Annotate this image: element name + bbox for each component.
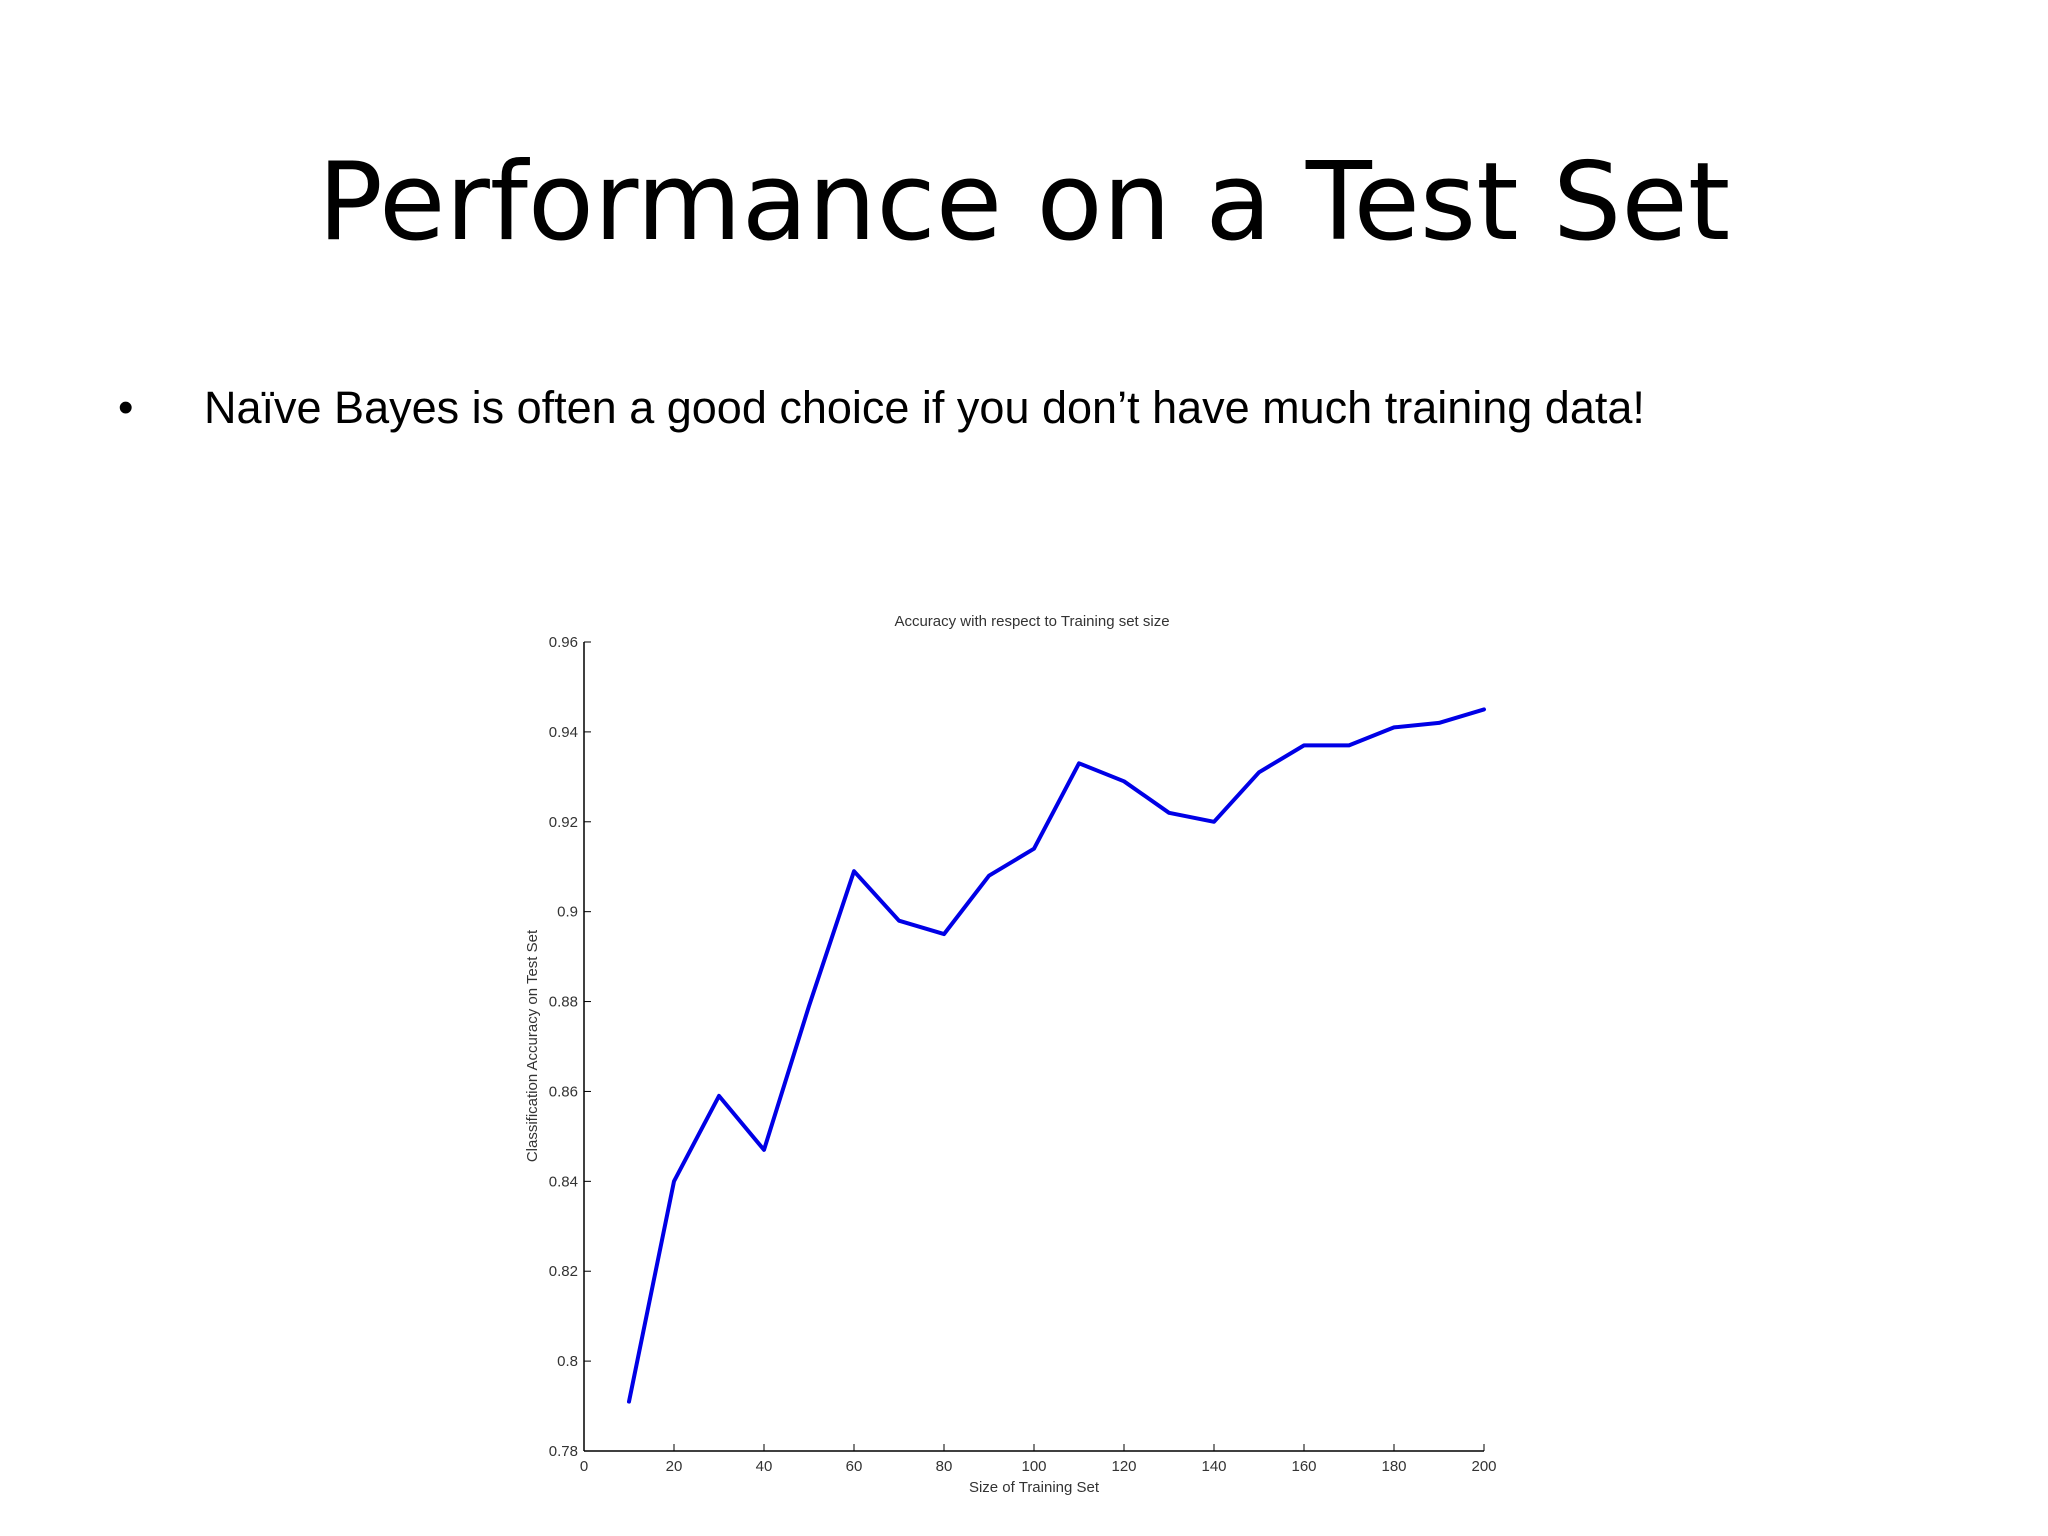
y-tick-label: 0.86 (549, 1083, 578, 1100)
x-ticks: 0 20 40 60 80 100 120 140 160 180 200 (580, 1444, 1497, 1475)
x-tick-label: 60 (846, 1458, 863, 1475)
y-tick-label: 0.82 (549, 1263, 578, 1280)
bullet-marker: • (118, 383, 134, 432)
y-tick-label: 0.88 (549, 994, 578, 1011)
x-tick-label: 180 (1381, 1458, 1406, 1475)
data-point (1482, 707, 1486, 711)
data-point (807, 1004, 811, 1008)
data-point (1257, 770, 1261, 774)
data-point (1032, 847, 1036, 851)
data-point (1437, 721, 1441, 725)
slide-title: Performance on a Test Set (317, 140, 1731, 265)
data-point (852, 869, 856, 873)
data-point (1167, 811, 1171, 815)
data-point (717, 1094, 721, 1098)
data-point (1302, 743, 1306, 747)
data-point (1347, 743, 1351, 747)
x-tick-label: 140 (1201, 1458, 1226, 1475)
chart-title: Accuracy with respect to Training set si… (894, 613, 1169, 630)
data-point (627, 1400, 631, 1404)
data-point (987, 874, 991, 878)
data-point (1122, 779, 1126, 783)
bullet-item: • Naïve Bayes is often a good choice if … (118, 376, 1998, 446)
y-axis-label: Classification Accuracy on Test Set (524, 929, 541, 1162)
y-tick-label: 0.84 (549, 1173, 578, 1190)
x-axis-label: Size of Training Set (969, 1479, 1100, 1496)
y-tick-label: 0.8 (557, 1353, 578, 1370)
x-tick-label: 40 (756, 1458, 773, 1475)
series-points (627, 707, 1486, 1404)
y-tick-label: 0.78 (549, 1443, 578, 1460)
x-tick-label: 20 (666, 1458, 683, 1475)
data-point (1212, 820, 1216, 824)
data-point (672, 1179, 676, 1183)
data-point (1077, 761, 1081, 765)
y-tick-label: 0.94 (549, 724, 578, 741)
x-tick-label: 0 (580, 1458, 588, 1475)
data-point (942, 932, 946, 936)
y-tick-label: 0.9 (557, 904, 578, 921)
y-ticks: 0.78 0.8 0.82 0.84 0.86 0.88 0.9 0.92 0.94 0.96 (549, 634, 591, 1460)
y-tick-label: 0.96 (549, 634, 578, 651)
bullet-text: Naïve Bayes is often a good choice if yo… (204, 382, 1645, 433)
data-point (1392, 725, 1396, 729)
x-tick-label: 100 (1021, 1458, 1046, 1475)
data-point (762, 1148, 766, 1152)
x-tick-label: 200 (1471, 1458, 1496, 1475)
series-line (627, 707, 1486, 1404)
x-tick-label: 120 (1111, 1458, 1136, 1475)
x-tick-label: 160 (1291, 1458, 1316, 1475)
data-point (897, 919, 901, 923)
x-tick-label: 80 (936, 1458, 953, 1475)
y-tick-label: 0.92 (549, 814, 578, 831)
